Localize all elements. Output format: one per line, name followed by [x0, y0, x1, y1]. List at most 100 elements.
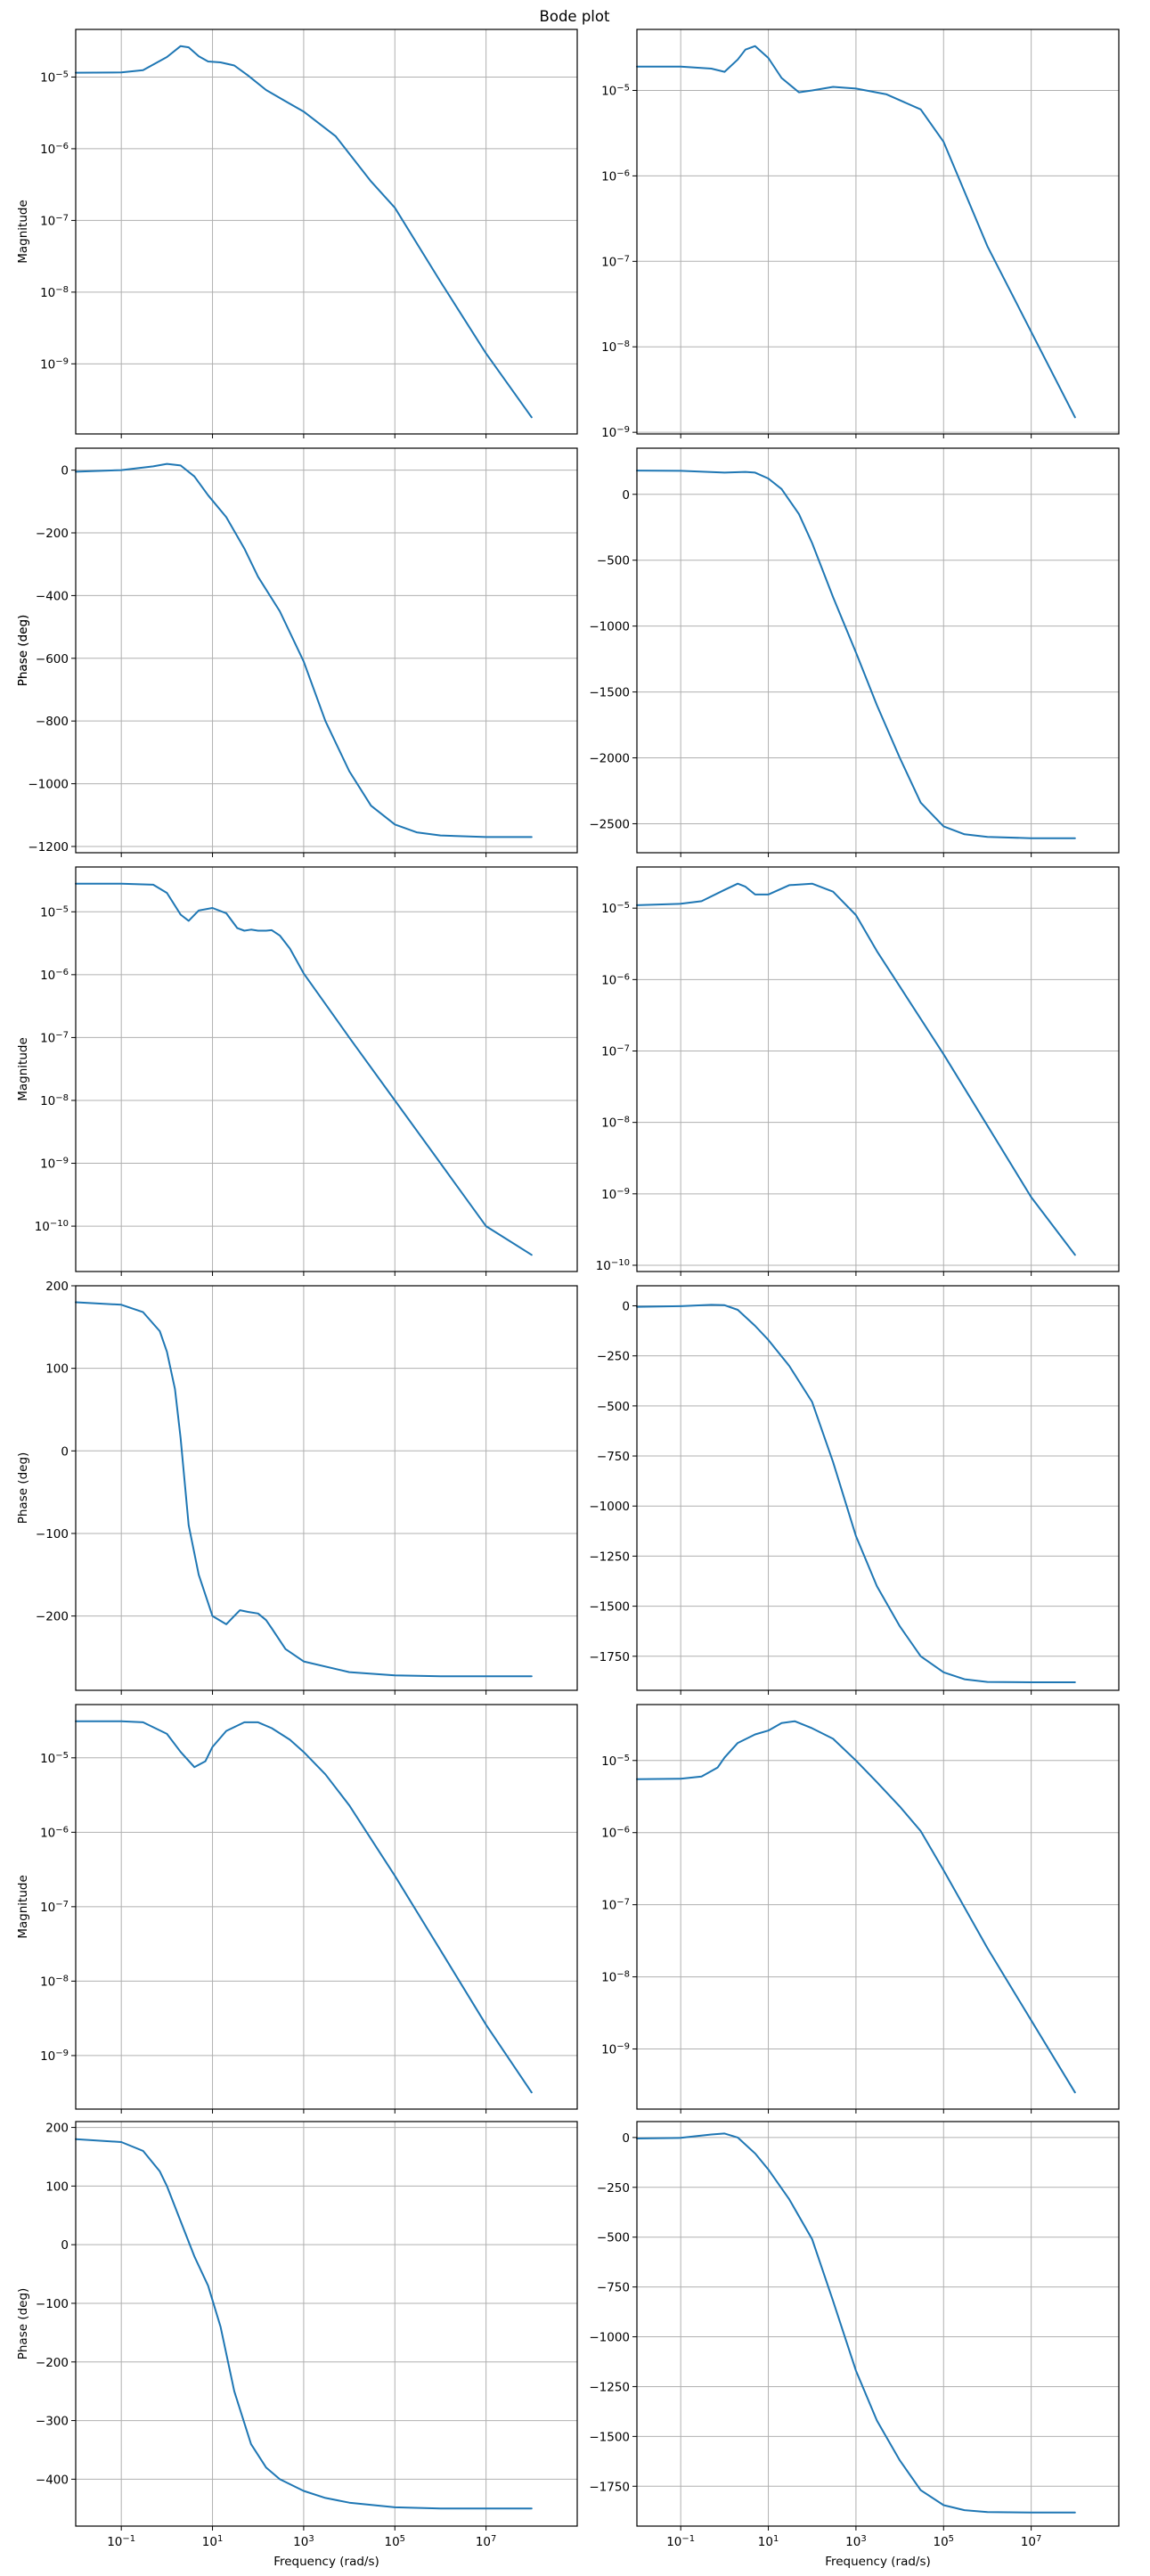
subplot-r2-c0: 10−10 10−9 10−8 10−7 10−6 10−5 Magnitude	[16, 866, 578, 1276]
y-tick-label: 0	[622, 1299, 630, 1313]
y-tick-label: −800	[36, 715, 69, 729]
subplot-r5-c1: −1750 −1500 −1250 −1000 −750 −500 −250 0 10−1 101…	[589, 2121, 1120, 2569]
y-tick-label: 10−5	[40, 70, 69, 86]
y-tick-label: 10−7	[40, 1030, 69, 1046]
y-tick-label: 10−5	[40, 904, 69, 920]
y-tick-label: −1500	[589, 2430, 630, 2444]
response-line	[636, 2132, 1076, 2514]
y-axis-label: Phase (deg)	[16, 2288, 30, 2360]
x-tick-label: 107	[476, 2534, 497, 2550]
subplot-r5-c0: −400 −300 −200 −100 0 100 200 10−1 101 103 105 107 P…	[16, 2121, 578, 2569]
response-line	[75, 45, 533, 419]
y-axis-label: Magnitude	[16, 1037, 30, 1101]
subplot-r2-c1: 10−10 10−9 10−8 10−7 10−6 10−5	[596, 866, 1120, 1276]
y-tick-label: 10−10	[35, 1219, 69, 1235]
y-tick-label: 10−9	[40, 1156, 69, 1172]
axes-frame	[636, 447, 1120, 854]
x-tick-label: 101	[202, 2534, 224, 2550]
y-tick-label: 10−8	[40, 1974, 69, 1990]
y-tick-label: −1750	[589, 1650, 630, 1664]
y-tick-label: 10−5	[601, 901, 630, 917]
x-tick-label: 105	[933, 2534, 954, 2550]
y-tick-label: 0	[61, 1444, 69, 1459]
axes-frame	[636, 1285, 1120, 1691]
response-line	[636, 1304, 1076, 1683]
y-tick-label: 10−6	[601, 168, 630, 184]
y-tick-label: 10−9	[40, 356, 69, 372]
x-tick-label: 101	[758, 2534, 779, 2550]
y-tick-label: 10−5	[601, 1753, 630, 1769]
axes-frame	[636, 29, 1120, 435]
x-tick-label: 10−1	[107, 2534, 135, 2550]
y-tick-label: −250	[597, 1350, 630, 1364]
x-axis-label: Frequency (rad/s)	[825, 2555, 931, 2569]
subplot-r4-c1: 10−9 10−8 10−7 10−6 10−5	[601, 1704, 1120, 2114]
figure-title: Bode plot	[540, 8, 610, 25]
y-tick-label: −750	[597, 2281, 630, 2295]
axes-frame	[75, 447, 578, 854]
x-axis-label: Frequency (rad/s)	[273, 2555, 379, 2569]
y-tick-label: 200	[45, 1280, 69, 1294]
subplot-r0-c0: 10−9 10−8 10−7 10−6 10−5 Magnitude	[16, 29, 578, 438]
y-axis-label: Phase (deg)	[16, 615, 30, 687]
y-tick-label: −100	[36, 2297, 69, 2311]
y-tick-label: −400	[36, 2473, 69, 2487]
y-tick-label: −500	[597, 1400, 630, 1414]
axes-frame	[636, 1704, 1120, 2110]
x-tick-label: 103	[293, 2534, 314, 2550]
y-tick-label: 10−9	[601, 2041, 630, 2057]
y-tick-label: 10−7	[40, 213, 69, 229]
y-tick-label: 10−7	[601, 254, 630, 270]
y-tick-label: −1000	[589, 1500, 630, 1514]
y-tick-label: −500	[597, 554, 630, 568]
y-tick-label: 10−8	[40, 1092, 69, 1108]
y-tick-label: −750	[597, 1450, 630, 1464]
y-tick-label: 10−7	[40, 1899, 69, 1915]
y-tick-label: −1200	[28, 840, 69, 855]
x-tick-label: 107	[1021, 2534, 1042, 2550]
response-line	[636, 1720, 1076, 2094]
y-tick-label: 0	[622, 488, 630, 503]
response-line	[75, 1301, 533, 1678]
y-tick-label: 100	[45, 1362, 69, 1377]
response-line	[636, 470, 1076, 839]
y-tick-label: 10−8	[40, 284, 69, 300]
response-line	[75, 1720, 533, 2094]
axes-frame	[75, 866, 578, 1272]
y-tick-label: −500	[597, 2231, 630, 2245]
y-tick-label: −300	[36, 2415, 69, 2429]
y-tick-label: 10−5	[601, 83, 630, 99]
response-line	[75, 2138, 533, 2510]
y-tick-label: −1250	[589, 2380, 630, 2394]
y-axis-label: Magnitude	[16, 1875, 30, 1939]
y-tick-label: 0	[61, 464, 69, 478]
y-tick-label: 10−9	[601, 425, 630, 441]
y-tick-label: 100	[45, 2179, 69, 2194]
y-tick-label: 10−6	[601, 972, 630, 988]
subplot-r3-c0: −200 −100 0 100 200 Phase (deg)	[16, 1280, 578, 1695]
y-tick-label: 10−8	[601, 1969, 630, 1985]
y-tick-label: 10−6	[40, 967, 69, 983]
response-line	[636, 45, 1076, 419]
axes-frame	[636, 2121, 1120, 2527]
y-tick-label: 200	[45, 2122, 69, 2136]
y-tick-label: −1000	[589, 620, 630, 634]
x-tick-label: 103	[845, 2534, 867, 2550]
y-axis-label: Phase (deg)	[16, 1452, 30, 1525]
response-line	[75, 462, 533, 838]
y-tick-label: 0	[622, 2131, 630, 2146]
y-tick-label: 10−5	[40, 1750, 69, 1766]
y-tick-label: 10−6	[601, 1825, 630, 1841]
y-tick-label: −250	[597, 2181, 630, 2196]
subplot-r3-c1: −1750 −1500 −1250 −1000 −750 −500 −250 0	[589, 1285, 1120, 1695]
y-tick-label: 10−9	[601, 1186, 630, 1202]
axes-frame	[75, 29, 578, 435]
y-tick-label: −1500	[589, 686, 630, 700]
y-tick-label: −1000	[28, 778, 69, 792]
subplot-r1-c0: −1200 −1000 −800 −600 −400 −200 0 Phase (deg)	[16, 447, 578, 857]
response-line	[636, 882, 1076, 1256]
y-tick-label: −2500	[589, 817, 630, 831]
y-tick-label: 10−8	[601, 339, 630, 356]
y-tick-label: −1750	[589, 2480, 630, 2494]
x-tick-label: 10−1	[666, 2534, 695, 2550]
